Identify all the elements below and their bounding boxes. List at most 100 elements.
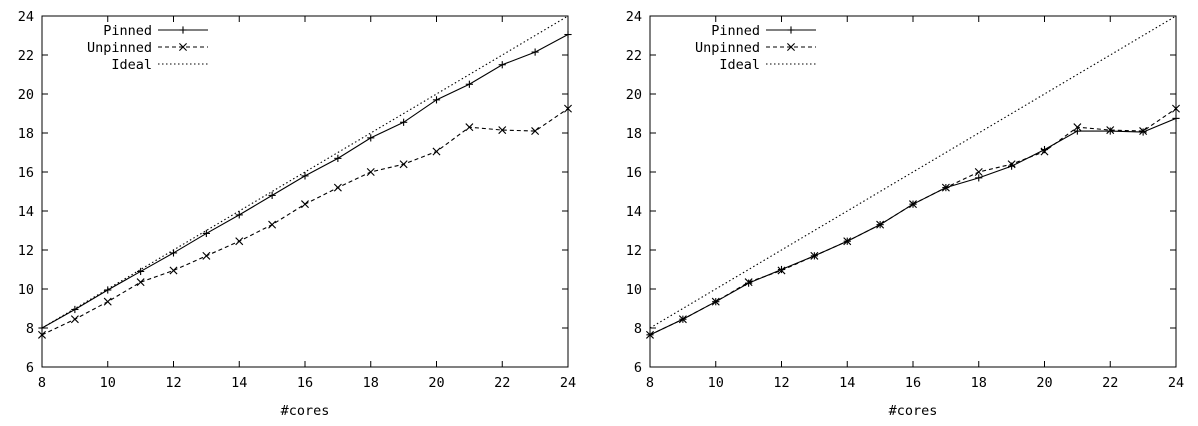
data-point-unpinned (1139, 127, 1148, 136)
y-tick-label: 16 (18, 165, 34, 181)
data-point-pinned (301, 172, 309, 180)
data-point-unpinned (301, 200, 309, 209)
data-point-pinned (104, 286, 112, 294)
x-tick-label: 22 (494, 375, 510, 391)
data-point-pinned (400, 118, 408, 126)
data-point-unpinned (777, 266, 786, 275)
x-tick-label: 18 (363, 375, 379, 391)
data-point-pinned (38, 324, 46, 332)
y-tick-label: 10 (18, 282, 34, 298)
x-tick-label: 16 (905, 375, 921, 391)
legend-label-ideal: Ideal (111, 57, 152, 73)
legend-marker-unpinned (179, 43, 187, 51)
data-point-pinned (71, 305, 79, 314)
legend-label-ideal: Ideal (719, 57, 760, 73)
y-tick-label: 14 (18, 204, 34, 220)
data-point-unpinned (678, 315, 687, 324)
data-point-unpinned (498, 126, 507, 135)
x-tick-label: 18 (971, 375, 987, 391)
y-tick-label: 6 (634, 360, 642, 376)
data-point-pinned (1106, 127, 1114, 135)
data-point-unpinned (941, 183, 950, 192)
y-tick-label: 24 (18, 9, 34, 25)
data-point-unpinned (432, 147, 441, 156)
x-tick-label: 8 (646, 375, 654, 391)
data-point-pinned (137, 267, 145, 276)
data-point-unpinned (235, 237, 244, 246)
x-tick-label: 16 (297, 375, 313, 391)
y-tick-label: 18 (18, 126, 34, 142)
y-tick-label: 22 (626, 48, 642, 64)
data-point-pinned (1172, 114, 1180, 122)
data-point-unpinned (1073, 123, 1082, 132)
x-tick-label: 12 (165, 375, 181, 391)
legend-marker-pinned (179, 26, 187, 34)
x-tick-label: 20 (1036, 375, 1052, 391)
data-point-pinned (498, 61, 506, 69)
data-point-pinned (432, 96, 441, 104)
data-point-pinned (745, 279, 753, 287)
x-tick-label: 24 (1168, 375, 1184, 391)
data-point-unpinned (909, 200, 917, 209)
data-point-pinned (268, 191, 276, 199)
data-point-unpinned (136, 278, 145, 287)
legend-marker-pinned (787, 26, 795, 34)
data-point-pinned (777, 265, 786, 274)
y-tick-label: 20 (626, 87, 642, 103)
data-point-unpinned (1007, 160, 1016, 169)
data-point-pinned (367, 134, 375, 142)
data-point-unpinned (974, 168, 983, 176)
data-point-pinned (235, 211, 243, 219)
series-line-unpinned (650, 108, 1176, 336)
x-tick-label: 8 (38, 375, 46, 391)
data-point-unpinned (465, 123, 474, 132)
x-tick-label: 20 (428, 375, 444, 391)
y-tick-label: 8 (634, 321, 642, 337)
y-tick-label: 16 (626, 165, 642, 181)
data-point-unpinned (202, 251, 211, 260)
data-point-unpinned (399, 160, 408, 169)
y-tick-label: 10 (626, 282, 642, 298)
data-point-unpinned (810, 251, 819, 260)
data-point-pinned (334, 154, 342, 162)
y-tick-label: 20 (18, 87, 34, 103)
data-point-pinned (169, 249, 178, 257)
x-tick-label: 14 (839, 375, 855, 391)
legend-label-unpinned: Unpinned (87, 40, 152, 56)
y-tick-label: 24 (626, 9, 642, 25)
y-tick-label: 12 (626, 243, 642, 259)
data-point-unpinned (1172, 104, 1180, 113)
y-tick-label: 6 (26, 360, 34, 376)
data-point-pinned (564, 30, 572, 39)
x-tick-label: 24 (560, 375, 576, 391)
data-point-unpinned (103, 297, 112, 306)
data-point-pinned (975, 174, 983, 182)
data-point-pinned (1139, 128, 1147, 136)
y-tick-label: 18 (626, 126, 642, 142)
data-point-unpinned (711, 297, 720, 306)
x-tick-label: 14 (231, 375, 247, 391)
x-axis-label: #cores (281, 403, 330, 419)
x-tick-label: 10 (100, 375, 116, 391)
series-line-unpinned (42, 108, 568, 336)
data-point-unpinned (38, 330, 46, 339)
legend-label-pinned: Pinned (711, 23, 760, 39)
x-axis-label: #cores (889, 403, 938, 419)
data-point-unpinned (1106, 126, 1115, 135)
y-tick-label: 22 (18, 48, 34, 64)
x-tick-label: 22 (1102, 375, 1118, 391)
data-point-unpinned (564, 104, 572, 113)
data-point-unpinned (1040, 147, 1049, 156)
legend-label-unpinned: Unpinned (695, 40, 760, 56)
data-point-unpinned (531, 127, 540, 136)
data-point-unpinned (268, 220, 277, 229)
data-point-unpinned (333, 183, 342, 192)
data-point-unpinned (843, 237, 852, 246)
data-point-unpinned (169, 266, 178, 275)
legend-label-pinned: Pinned (103, 23, 152, 39)
y-tick-label: 12 (18, 243, 34, 259)
y-tick-label: 8 (26, 321, 34, 337)
